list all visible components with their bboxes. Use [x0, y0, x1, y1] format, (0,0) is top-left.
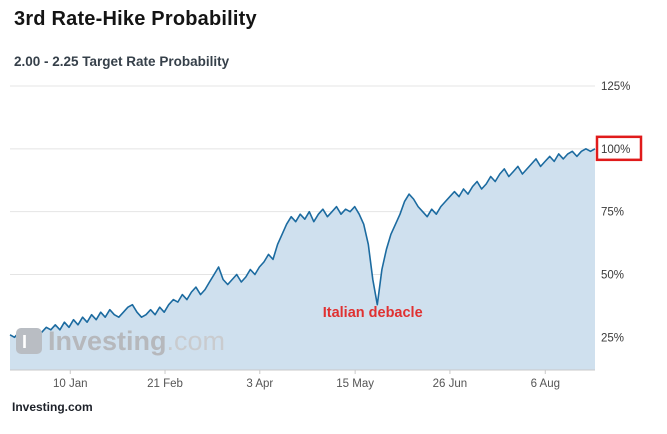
probability-area-chart: 25% 50% 75% 100% 125% 10 Jan 21 Feb 3 Apr 15 May… — [9, 81, 643, 390]
y-axis-label: 75% — [601, 207, 624, 219]
chart-subtitle: 2.00 - 2.25 Target Rate Probability — [14, 54, 230, 69]
annotation-italian-debacle: Italian debacle — [323, 305, 423, 321]
x-axis-label: 3 Apr — [246, 378, 273, 390]
series-area-fill — [10, 148, 595, 370]
x-axis-label: 15 May — [336, 378, 374, 390]
y-axis-label: 25% — [601, 332, 624, 344]
series-line — [9, 148, 596, 341]
y-axis-label: 50% — [601, 269, 624, 281]
x-axis-label: 10 Jan — [53, 378, 88, 390]
source-credit: Investing.com — [12, 400, 93, 414]
watermark-logo-icon — [16, 328, 42, 354]
x-axis-label: 6 Aug — [531, 378, 560, 390]
y-axis-label: 100% — [601, 144, 630, 156]
page-title: 3rd Rate-Hike Probability — [14, 8, 257, 30]
watermark-text: Investing.com — [48, 326, 225, 356]
highlight-box-100pct — [595, 135, 643, 162]
x-axis-label: 21 Feb — [147, 378, 183, 390]
watermark-logo-letter: I — [22, 332, 27, 352]
y-axis-label: 125% — [601, 81, 630, 93]
x-axis-label: 26 Jun — [433, 378, 468, 390]
